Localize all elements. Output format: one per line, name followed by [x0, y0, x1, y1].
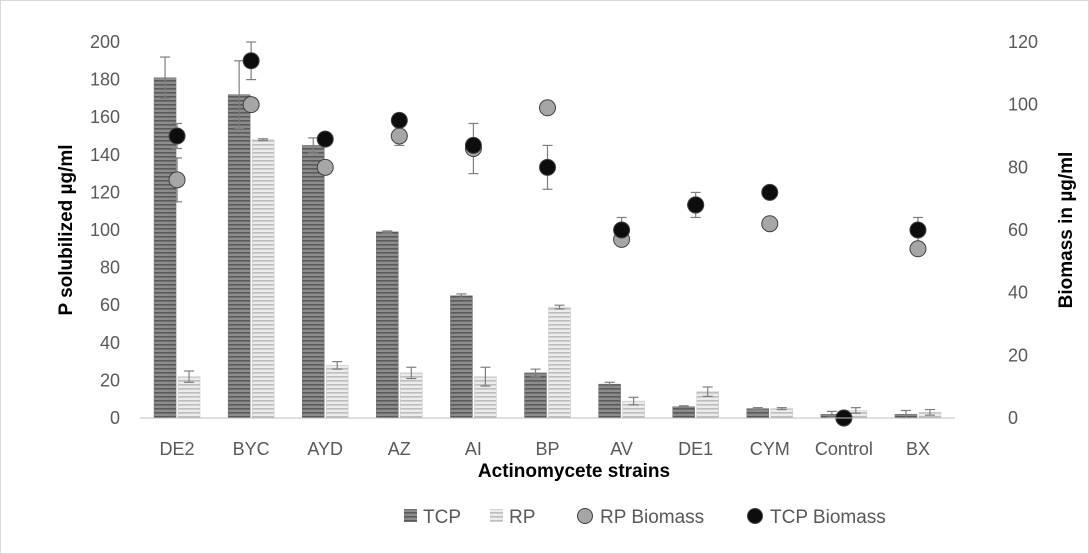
right-y-axis: 0 20 40 60 80 100 120 [1008, 32, 1038, 428]
point-tcp-biomass [168, 127, 186, 145]
y-tick-label: 100 [90, 220, 120, 240]
point-rp-biomass [316, 158, 334, 176]
y-axis-title: P solubilized µg/ml [56, 144, 77, 315]
legend-swatch-rp [490, 509, 503, 522]
y-tick-label: 80 [100, 258, 120, 278]
y2-tick-label: 0 [1008, 408, 1018, 428]
legend-marker-rp-biomass [577, 508, 593, 524]
point-tcp-biomass [316, 130, 334, 148]
x-tick-label: Control [815, 439, 873, 459]
point-rp-biomass [168, 171, 186, 189]
x-tick-label: AI [465, 439, 482, 459]
y-tick-label: 180 [90, 70, 120, 90]
y2-tick-label: 20 [1008, 345, 1028, 365]
point-tcp-biomass [761, 183, 779, 201]
legend-marker-tcp-biomass [747, 508, 763, 524]
point-tcp-biomass [687, 196, 705, 214]
bar-rp [325, 365, 349, 419]
y2-tick-label: 100 [1008, 95, 1038, 115]
point-rp-biomass [909, 240, 927, 258]
x-tick-label: BYC [233, 439, 270, 459]
y2-tick-label: 40 [1008, 283, 1028, 303]
x-axis-title: Actinomycete strains [478, 461, 670, 482]
bar-rp [400, 372, 423, 419]
y-tick-label: 60 [100, 295, 120, 315]
bar-tcp [450, 295, 473, 419]
x-tick-label: CYM [750, 439, 790, 459]
x-tick-label: DE2 [160, 439, 195, 459]
y-tick-label: 160 [90, 107, 120, 127]
x-tick-label: DE1 [678, 439, 713, 459]
y2-tick-label: 80 [1008, 157, 1028, 177]
point-rp-biomass [242, 96, 260, 114]
point-tcp-biomass [539, 158, 556, 176]
bar-tcp [598, 383, 621, 419]
x-tick-label: AV [610, 439, 633, 459]
plot-area [153, 41, 942, 427]
point-rp-biomass [761, 215, 779, 233]
legend-label-tcp: TCP [423, 507, 461, 528]
point-tcp-biomass [613, 221, 631, 239]
bar-tcp [524, 372, 547, 419]
point-tcp-biomass [242, 52, 260, 70]
x-tick-label: BP [535, 439, 559, 459]
point-rp-biomass [539, 99, 556, 117]
legend-label-rp: RP [509, 507, 535, 528]
bar-rp [251, 139, 275, 419]
y-tick-label: 0 [110, 408, 120, 428]
legend: TCP RP RP Biomass TCP Biomass [404, 507, 886, 528]
y-tick-label: 140 [90, 145, 120, 165]
legend-label-rp-biomass: RP Biomass [600, 507, 704, 528]
y-tick-label: 200 [90, 32, 120, 52]
point-rp-biomass [390, 127, 408, 145]
left-y-axis: 0 20 40 60 80 100 120 140 160 180 200 [90, 32, 120, 428]
x-tick-label: AYD [307, 439, 343, 459]
legend-swatch-tcp [404, 509, 417, 522]
x-axis: DE2 BYC AYD AZ AI BP AV DE1 CYM Control BX [160, 439, 930, 459]
x-tick-label: BX [906, 439, 930, 459]
y-tick-label: 20 [100, 370, 120, 390]
bar-rp [548, 306, 571, 419]
bar-tcp [227, 94, 251, 419]
bar-tcp [301, 145, 325, 419]
point-tcp-biomass [909, 221, 927, 239]
bar-tcp [376, 231, 399, 419]
x-tick-label: AZ [388, 439, 411, 459]
point-tcp-biomass [464, 136, 482, 154]
y2-tick-label: 120 [1008, 32, 1038, 52]
y2-tick-label: 60 [1008, 220, 1028, 240]
y-tick-label: 40 [100, 333, 120, 353]
legend-label-tcp-biomass: TCP Biomass [770, 507, 886, 528]
point-tcp-biomass [390, 111, 408, 129]
y-tick-label: 120 [90, 182, 120, 202]
bar-tcp [672, 406, 695, 419]
y2-axis-title: Biomass in µg/ml [1056, 152, 1077, 309]
